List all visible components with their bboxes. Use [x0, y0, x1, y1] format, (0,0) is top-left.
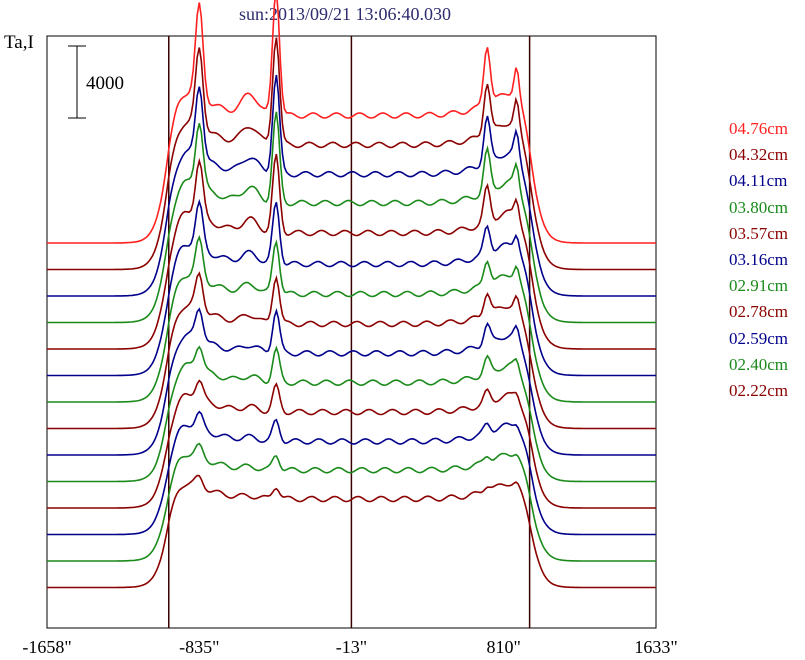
legend-item: 02.78cm [729, 302, 789, 322]
series-line-7 [47, 271, 656, 430]
series-line-9 [47, 345, 656, 483]
x-tick-label: -835" [179, 637, 219, 657]
series-line-13 [47, 474, 656, 589]
legend-item: 03.16cm [729, 250, 789, 269]
legend-item: 03.80cm [729, 197, 789, 217]
legend-item: 03.57cm [729, 223, 789, 243]
series-line-11 [47, 410, 656, 536]
x-tick-label: -1658" [22, 637, 71, 657]
series-line-4 [47, 153, 656, 350]
series-line-2 [47, 74, 656, 297]
scale-bar-label: 4000 [86, 73, 124, 94]
legend-item: 04.32cm [729, 145, 789, 165]
series-line-1 [47, 37, 656, 271]
series-line-10 [47, 379, 656, 509]
legend-item: 02.22cm [729, 381, 789, 400]
legend-item: 02.40cm [729, 354, 789, 374]
series-line-12 [47, 442, 656, 562]
scale-bar: 4000 [68, 45, 124, 119]
legend-item: 04.76cm [729, 119, 789, 138]
series-line-6 [47, 234, 656, 403]
x-tick-label: 810" [487, 637, 521, 657]
series-line-3 [47, 111, 656, 324]
legend-item: 02.59cm [729, 328, 789, 348]
x-tick-label: -13" [336, 637, 367, 657]
series-line-5 [47, 198, 656, 377]
series-line-8 [47, 307, 656, 456]
legend-item: 04.11cm [729, 171, 788, 191]
chart-title: sun:2013/09/21 13:06:40.030 [238, 4, 451, 24]
vertical-markers [168, 36, 531, 628]
series-group [47, 0, 656, 589]
series-line-0 [47, 0, 656, 244]
y-axis-label: Ta,I [4, 32, 34, 53]
x-tick-labels: -1658" -835" -13" 810" 1633" [22, 637, 677, 657]
legend-item: 02.91cm [729, 276, 789, 296]
x-tick-label: 1633" [634, 637, 677, 657]
